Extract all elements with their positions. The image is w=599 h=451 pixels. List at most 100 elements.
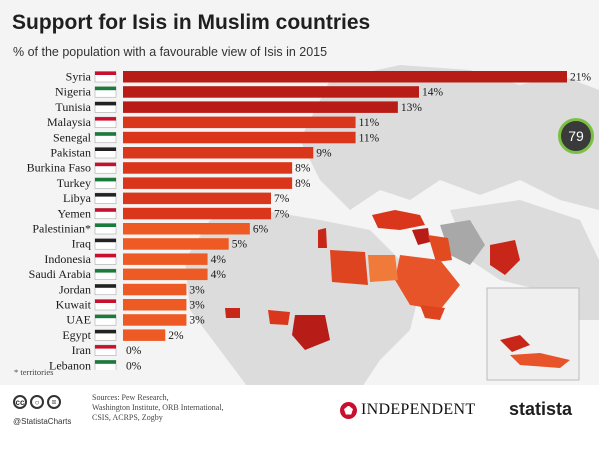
map-egypt — [368, 255, 398, 282]
flag-stripe — [95, 193, 116, 197]
chart-subtitle: % of the population with a favourable vi… — [13, 45, 328, 59]
bar — [123, 268, 208, 281]
value-label: 6% — [253, 224, 269, 236]
category-label: Kuwait — [56, 298, 92, 312]
value-label: 8% — [295, 163, 311, 175]
map-turkey — [372, 210, 425, 230]
flag-stripe — [95, 284, 116, 288]
value-label: 13% — [401, 102, 423, 114]
bar — [123, 116, 356, 129]
map-saudi — [395, 255, 460, 310]
value-label: 21% — [570, 72, 592, 84]
nd-icon: = — [47, 395, 61, 409]
footnote: * territories — [14, 367, 54, 377]
bar — [123, 177, 293, 189]
bar — [123, 223, 250, 235]
flag-stripe — [95, 253, 116, 258]
footer: cc ○ = @StatistaCharts Sources: Pew Rese… — [0, 385, 599, 441]
bar — [123, 329, 166, 341]
flag-stripe — [95, 117, 116, 121]
sources-line: Washington Institute, ORB International, — [92, 403, 224, 412]
flag-stripe — [95, 360, 116, 364]
world-map-background — [185, 65, 599, 390]
flag-stripe — [95, 86, 116, 91]
map-inset-indonesia — [510, 353, 570, 368]
category-label: Nigeria — [55, 85, 92, 99]
category-label: Yemen — [58, 206, 91, 220]
chart-title: Support for Isis in Muslim countries — [12, 11, 371, 34]
bar — [123, 131, 356, 144]
by-icon: ○ — [30, 395, 44, 409]
value-label: 4% — [211, 269, 227, 281]
category-label: Indonesia — [44, 252, 91, 266]
bar — [123, 162, 293, 174]
independent-logo: INDEPENDENT — [340, 401, 475, 419]
sources-line: Sources: Pew Research, — [92, 393, 169, 402]
map-burkina — [268, 310, 290, 325]
map-pakistan — [490, 240, 520, 275]
category-label: Saudi Arabia — [29, 267, 92, 281]
category-label: UAE — [66, 313, 91, 327]
map-yemen — [420, 305, 445, 320]
bar — [123, 86, 419, 98]
category-label: Burkina Faso — [27, 161, 91, 175]
flag-stripe — [95, 177, 116, 182]
bar — [123, 238, 229, 250]
score-badge-value: 79 — [568, 128, 584, 144]
bar — [123, 314, 187, 326]
category-label: Jordan — [59, 282, 91, 296]
value-label: 7% — [274, 208, 290, 220]
bar — [123, 192, 271, 205]
value-label: 3% — [189, 284, 205, 296]
category-label: Palestinian* — [32, 222, 91, 236]
map-syria — [412, 228, 430, 245]
cc-icon: cc — [13, 395, 27, 409]
bar — [123, 253, 208, 265]
map-inset-malaysia — [500, 335, 530, 352]
map-senegal — [225, 308, 240, 318]
sources-line: CSIS, ACRPS, Zogby — [92, 413, 163, 422]
statista-logo: statista — [509, 399, 573, 419]
flag-stripe — [95, 345, 116, 349]
map-iran-shape — [440, 220, 485, 265]
bar — [123, 299, 187, 311]
bottom-strip — [0, 441, 599, 451]
flag-stripe — [95, 299, 116, 303]
category-label: Senegal — [53, 130, 92, 144]
bar — [123, 207, 271, 220]
flag-stripe — [95, 132, 116, 136]
independent-wordmark: INDEPENDENT — [361, 401, 476, 418]
value-label: 2% — [168, 330, 184, 342]
value-label: 14% — [422, 87, 444, 99]
eagle-icon — [340, 401, 357, 419]
flag-stripe — [95, 147, 116, 151]
flag-stripe — [95, 71, 116, 75]
category-label: Lebanon — [49, 358, 91, 370]
bar — [123, 283, 187, 296]
map-europe-land — [300, 65, 599, 210]
bar — [123, 147, 314, 159]
bar — [123, 101, 398, 113]
flag-stripe — [95, 162, 116, 167]
value-label: 0% — [126, 360, 142, 370]
value-label: 3% — [189, 315, 205, 327]
value-label: 11% — [359, 117, 380, 129]
category-label: Egypt — [62, 328, 91, 342]
sources-text: Sources: Pew Research, Washington Instit… — [92, 393, 282, 423]
flag-stripe — [95, 101, 116, 106]
value-label: 3% — [189, 300, 205, 312]
value-label: 5% — [232, 239, 248, 251]
flag-stripe — [95, 208, 116, 212]
value-label: 0% — [126, 345, 142, 357]
flag-stripe — [95, 269, 116, 273]
category-label: Libya — [63, 191, 92, 205]
category-label: Turkey — [57, 176, 91, 190]
license-icons: cc ○ = — [13, 395, 61, 409]
statista-handle: @StatistaCharts — [13, 417, 72, 426]
score-badge[interactable]: 79 — [558, 118, 594, 154]
value-label: 4% — [211, 254, 227, 266]
value-label: 11% — [359, 132, 380, 144]
value-label: 9% — [316, 148, 332, 160]
bar-chart: Syria 21% Nigeria 14% Tunisia 13% Malaysia 11% S… — [27, 70, 592, 370]
